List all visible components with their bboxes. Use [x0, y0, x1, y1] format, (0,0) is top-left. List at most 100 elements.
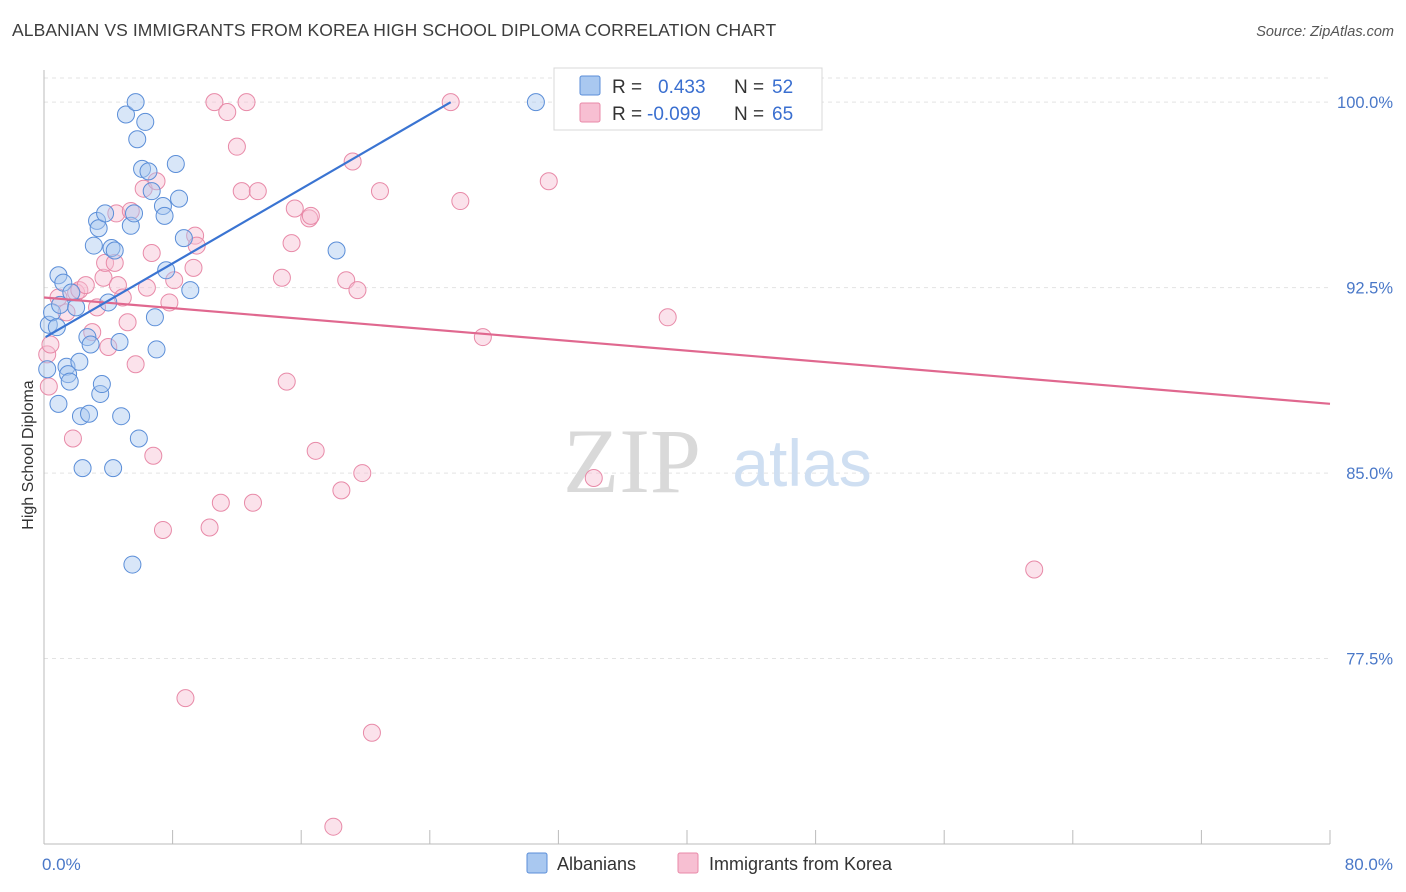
albanian-point	[166, 154, 185, 173]
tick-labels: 77.5% 85.0% 92.5% 100.0% 0.0% 80.0%	[42, 94, 1393, 874]
korea-point	[118, 313, 137, 332]
korea-point	[126, 355, 145, 374]
korea-point	[301, 206, 320, 225]
korea-point	[76, 276, 95, 295]
korea-point	[272, 268, 291, 287]
albanian-point	[126, 93, 145, 112]
korea-point	[306, 441, 325, 460]
korea-point	[41, 335, 60, 354]
korea-point	[96, 253, 115, 272]
korea-point	[105, 253, 124, 272]
albanian-point	[92, 375, 111, 394]
legend-swatch-albanians	[579, 75, 601, 96]
korea-point	[285, 199, 304, 218]
korea-point	[353, 464, 372, 483]
korea-point	[99, 337, 118, 356]
legend-r-label-albanians: R =	[612, 77, 642, 98]
korea-point	[243, 493, 262, 512]
korea-point	[39, 377, 58, 396]
korea-point	[362, 723, 381, 742]
bottom-legend-korea: Immigrants from Korea	[709, 854, 893, 874]
korea-point	[282, 234, 301, 253]
albanian-point	[110, 333, 129, 352]
albanian-point	[123, 555, 142, 574]
korea-point	[1025, 560, 1044, 579]
albanian-point	[102, 239, 121, 258]
albanian-point	[128, 130, 147, 149]
korea-point	[153, 520, 172, 539]
albanian-point	[47, 318, 66, 337]
albanian-point	[38, 360, 57, 379]
albanian-point	[170, 189, 189, 208]
albanian-point	[62, 283, 81, 302]
bottom-legend-swatch-korea	[677, 852, 699, 874]
watermark-zip: ZIP	[563, 410, 701, 512]
korea-point	[142, 243, 161, 262]
albanian-point	[157, 261, 176, 280]
legend-n-value-korea: 65	[772, 104, 793, 125]
albanian-point	[129, 429, 148, 448]
albanian-point	[147, 340, 166, 359]
korea-point	[248, 182, 267, 201]
legend-r-value-albanians: 0.433	[658, 77, 706, 98]
y-tick-label: 100.0%	[1337, 94, 1393, 112]
albanian-point	[84, 236, 103, 255]
albanian-point	[181, 281, 200, 300]
albanian-trend-line	[45, 101, 452, 339]
bottom-legend-albanians: Albanians	[557, 854, 636, 874]
legend-r-value-korea: -0.099	[647, 104, 701, 125]
stats-legend: R = 0.433 N = 52 R = -0.099 N = 65	[553, 67, 823, 131]
albanian-point	[80, 404, 99, 423]
legend-r-label-korea: R =	[612, 104, 642, 125]
albanian-point	[105, 241, 124, 260]
korea-trend-line	[43, 296, 1331, 405]
korea-point	[473, 328, 492, 347]
chart-title: ALBANIAN VS IMMIGRANTS FROM KOREA HIGH S…	[12, 20, 777, 40]
korea-point	[63, 429, 82, 448]
legend-n-value-albanians: 52	[772, 77, 793, 98]
albanian-point	[327, 241, 346, 260]
bottom-legend-swatch-albanians	[526, 852, 548, 874]
korea-point	[584, 469, 603, 488]
korea-point	[370, 182, 389, 201]
y-axis-label: High School Diploma	[20, 380, 37, 530]
albanian-point	[67, 298, 86, 317]
albanian-point	[81, 335, 100, 354]
korea-point	[176, 689, 195, 708]
trend-lines	[43, 101, 1331, 405]
albanian-point	[89, 219, 108, 238]
korea-point	[205, 93, 224, 112]
legend-n-label-korea: N =	[734, 104, 764, 125]
korea-point	[121, 201, 140, 220]
korea-point	[277, 372, 296, 391]
albanian-point	[49, 394, 68, 413]
korea-point	[237, 93, 256, 112]
albanian-point	[73, 459, 92, 478]
korea-point	[451, 192, 470, 211]
source-label: Source: ZipAtlas.com	[1256, 24, 1394, 40]
korea-point	[539, 172, 558, 191]
albanian-point	[145, 308, 164, 327]
albanian-point	[136, 112, 155, 131]
korea-point	[232, 182, 251, 201]
albanian-point	[96, 204, 115, 223]
y-tick-label: 85.0%	[1346, 465, 1393, 483]
korea-point	[658, 308, 677, 327]
korea-point	[38, 345, 57, 364]
x-tick-label: 0.0%	[42, 855, 81, 874]
korea-point	[227, 137, 246, 156]
albanian-point	[51, 295, 70, 314]
albanian-point	[125, 204, 144, 223]
legend-n-label-albanians: N =	[734, 77, 764, 98]
korea-point	[144, 446, 163, 465]
korea-point	[57, 303, 76, 322]
albanian-point	[116, 105, 135, 124]
albanian-point	[139, 162, 158, 181]
korea-points	[38, 93, 1044, 836]
albanian-point	[70, 352, 89, 371]
albanian-point	[60, 372, 79, 391]
watermark: ZIP atlas	[563, 410, 872, 512]
korea-point	[332, 481, 351, 500]
albanian-point	[174, 229, 193, 248]
